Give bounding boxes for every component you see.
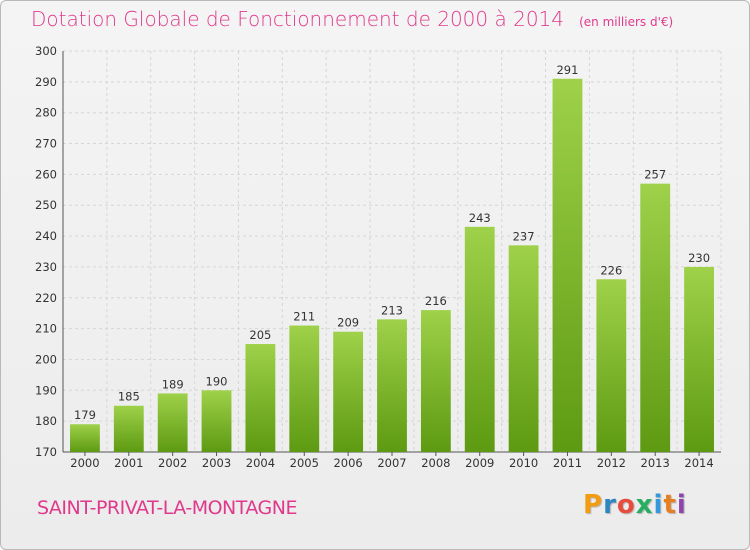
x-tick-label: 2009 [465, 456, 494, 470]
bar-value-label: 211 [293, 310, 315, 324]
y-tick-label: 210 [35, 322, 57, 336]
bar-2009 [464, 226, 495, 452]
y-tick-label: 220 [35, 291, 57, 305]
y-tick-label: 170 [35, 445, 57, 459]
bar-value-label: 230 [688, 251, 710, 265]
y-tick-label: 190 [35, 383, 57, 397]
x-tick-label: 2014 [684, 456, 713, 470]
x-tick-label: 2001 [114, 456, 143, 470]
bar-2008 [420, 310, 451, 452]
y-tick-label: 290 [35, 75, 57, 89]
chart-title: Dotation Globale de Fonctionnement de 20… [31, 7, 564, 31]
x-tick-label: 2013 [641, 456, 670, 470]
bar-2000 [70, 424, 100, 452]
y-tick-label: 300 [35, 44, 57, 58]
bar-value-label: 226 [600, 263, 622, 277]
bar-value-label: 213 [381, 303, 403, 317]
bar-2014 [684, 266, 714, 452]
logo-letter: r [603, 490, 617, 520]
commune-name: SAINT-PRIVAT-LA-MONTAGNE [37, 497, 297, 519]
logo-letter: P [583, 490, 604, 520]
x-tick-label: 2003 [202, 456, 231, 470]
logo-letter: i [653, 490, 664, 520]
bar-value-label: 189 [162, 377, 184, 391]
y-tick-label: 250 [35, 198, 57, 212]
x-tick-label: 2007 [377, 456, 406, 470]
x-tick-label: 2012 [597, 456, 626, 470]
x-tick-label: 2005 [290, 456, 319, 470]
bar-2007 [377, 319, 407, 452]
y-tick-label: 260 [35, 167, 57, 181]
bar-2003 [201, 390, 232, 452]
bar-2013 [640, 183, 671, 452]
logo-letter: i [676, 490, 687, 520]
proxiti-logo: Proxiti [583, 490, 687, 520]
bar-2011 [552, 78, 583, 452]
bar-2002 [157, 393, 188, 452]
y-tick-label: 200 [35, 352, 57, 366]
y-tick-label: 240 [35, 229, 57, 243]
logo-letter: x [635, 490, 654, 520]
bar-2005 [289, 325, 320, 452]
bar-value-label: 179 [74, 408, 96, 422]
bar-value-label: 237 [513, 229, 535, 243]
x-tick-label: 2006 [333, 456, 362, 470]
x-tick-label: 2000 [70, 456, 99, 470]
logo-letter: t [663, 490, 677, 520]
x-tick-label: 2008 [421, 456, 450, 470]
bar-2006 [333, 331, 364, 452]
x-tick-label: 2004 [246, 456, 275, 470]
y-tick-label: 270 [35, 137, 57, 151]
x-tick-label: 2002 [158, 456, 187, 470]
bar-value-label: 185 [118, 390, 140, 404]
y-tick-label: 280 [35, 106, 57, 120]
bar-value-label: 243 [469, 211, 491, 225]
bar-value-label: 216 [425, 294, 447, 308]
bar-value-label: 190 [206, 374, 228, 388]
bar-2004 [245, 344, 276, 452]
chart-title-row: Dotation Globale de Fonctionnement de 20… [31, 7, 673, 31]
bar-value-label: 291 [556, 63, 578, 77]
x-tick-label: 2010 [509, 456, 538, 470]
chart-unit: (en milliers d'€) [579, 15, 674, 29]
bar-2001 [113, 405, 144, 452]
logo-letter: o [616, 490, 636, 520]
bar-value-label: 257 [644, 168, 666, 182]
y-tick-label: 180 [35, 414, 57, 428]
bar-2012 [596, 279, 627, 452]
bar-value-label: 205 [249, 328, 271, 342]
y-tick-label: 230 [35, 260, 57, 274]
x-tick-label: 2011 [553, 456, 582, 470]
bar-2010 [508, 245, 539, 452]
bar-value-label: 209 [337, 316, 359, 330]
